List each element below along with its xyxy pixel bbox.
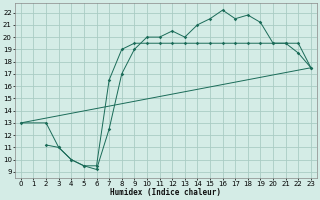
X-axis label: Humidex (Indice chaleur): Humidex (Indice chaleur): [110, 188, 221, 197]
